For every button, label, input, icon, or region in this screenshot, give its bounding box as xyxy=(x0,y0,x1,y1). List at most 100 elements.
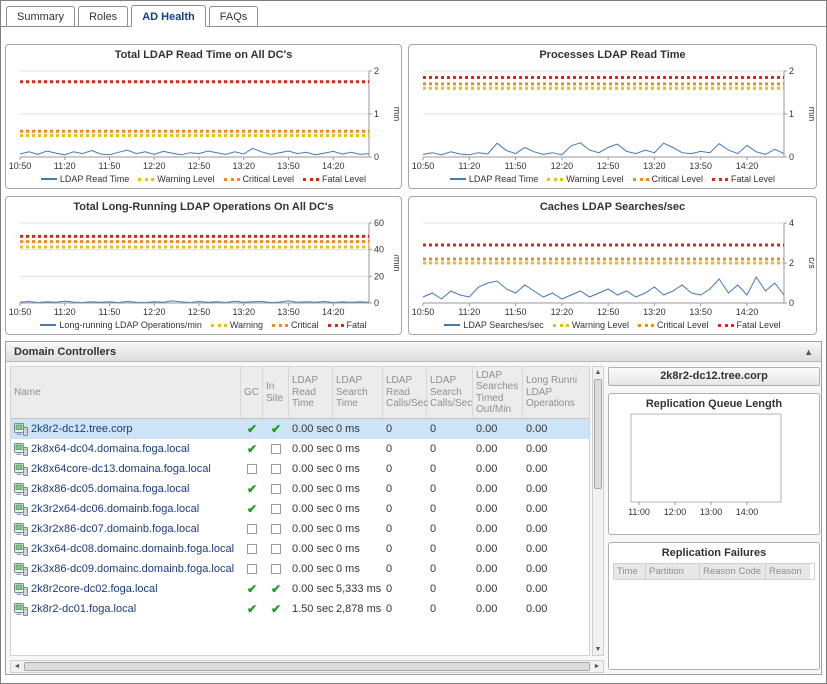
replication-failures-header-row: Time Partition Reason Code Reason xyxy=(613,563,815,580)
dc-name[interactable]: 2k3r2x86-dc07.domainb.foga.local xyxy=(31,523,200,535)
tab-ad-health[interactable]: AD Health xyxy=(131,5,206,27)
legend-label: Critical Level xyxy=(242,174,295,184)
column-header[interactable]: LDAP Search Time xyxy=(333,367,383,418)
replication-queue-title: Replication Queue Length xyxy=(645,398,783,410)
table-horizontal-scrollbar[interactable]: ◄ ► xyxy=(10,660,604,673)
tab-summary[interactable]: Summary xyxy=(6,6,76,27)
rf-column-header[interactable]: Reason Code xyxy=(699,564,765,579)
table-row[interactable]: 2k3r2x86-dc07.domainb.foga.local 0.00 sec… xyxy=(11,519,589,539)
cell-gc: ✔ xyxy=(241,443,263,455)
cell-gc xyxy=(241,464,263,474)
svg-text:10:50: 10:50 xyxy=(9,307,32,317)
cell-ldap_read_calls_sec: 0 xyxy=(386,583,393,595)
legend-item: Critical Level xyxy=(223,174,295,184)
column-header[interactable]: LDAP Read Time xyxy=(289,367,333,418)
table-row[interactable]: 2k8r2-dc12.tree.corp ✔ ✔ 0.00 sec 0 ms 0 0 0.00… xyxy=(11,419,589,439)
table-vertical-scrollbar[interactable]: ▲ ▼ xyxy=(592,366,604,656)
dc-name[interactable]: 2k3r2x64-dc06.domainb.foga.local xyxy=(31,503,200,515)
table-row[interactable]: 2k8r2-dc01.foga.local ✔ ✔ 1.50 sec 2,878 ms 0… xyxy=(11,599,589,619)
legend-swatch-icon xyxy=(552,323,569,327)
column-header[interactable]: In Site xyxy=(263,367,289,418)
horizontal-scrollbar-thumb[interactable] xyxy=(24,662,590,671)
table-row[interactable]: 2k8x64core-dc13.domaina.foga.local 0.00 s… xyxy=(11,459,589,479)
checkbox-empty-icon xyxy=(271,544,281,554)
cell-ldap_search_calls_sec: 0 xyxy=(430,443,437,455)
dc-name[interactable]: 2k8x64-dc04.domaina.foga.local xyxy=(31,443,190,455)
legend-item: Fatal Level xyxy=(717,320,781,330)
cell-gc: ✔ xyxy=(241,423,263,435)
table-header: Name GC In Site LDAP Read Time LDAP Search T… xyxy=(11,367,589,419)
rf-column-header[interactable]: Time xyxy=(613,564,645,579)
cell-in-site xyxy=(263,484,289,494)
table-row[interactable]: 2k8x86-dc05.domaina.foga.local ✔ 0.00 sec 0… xyxy=(11,479,589,499)
column-header[interactable]: Name xyxy=(11,367,241,418)
cell-in-site: ✔ xyxy=(263,423,289,435)
svg-text:10:50: 10:50 xyxy=(412,161,435,171)
cell-ldap_read_calls_sec: 0 xyxy=(386,543,393,555)
svg-text:2: 2 xyxy=(789,258,794,268)
svg-text:12:50: 12:50 xyxy=(188,161,211,171)
cell-ldap_search_calls_sec: 0 xyxy=(430,463,437,475)
table-row[interactable]: 2k8r2core-dc02.foga.local ✔ ✔ 0.00 sec 5,333… xyxy=(11,579,589,599)
panel-body: Name GC In Site LDAP Read Time LDAP Search T… xyxy=(6,362,821,674)
check-icon: ✔ xyxy=(270,603,282,615)
dc-icon xyxy=(14,602,28,616)
svg-text:0: 0 xyxy=(374,298,379,308)
dc-name[interactable]: 2k8r2-dc01.foga.local xyxy=(31,603,137,615)
scroll-right-icon[interactable]: ► xyxy=(593,663,601,670)
dc-icon xyxy=(14,522,28,536)
svg-text:c/s: c/s xyxy=(807,257,814,269)
cell-ldap_read_time: 0.00 sec xyxy=(292,443,333,455)
svg-text:11:50: 11:50 xyxy=(99,307,121,317)
column-header[interactable]: LDAP Searches Timed Out/Min xyxy=(473,367,523,418)
svg-text:14:20: 14:20 xyxy=(322,307,345,317)
cell-long_running_ldap_operations: 0.00 xyxy=(526,583,548,595)
cell-ldap_search_calls_sec: 0 xyxy=(430,423,437,435)
chart-legend: LDAP Searches/sec Warning Level Critical L… xyxy=(409,318,816,332)
rf-column-header[interactable]: Reason xyxy=(765,564,810,579)
cell-ldap_search_calls_sec: 0 xyxy=(430,503,437,515)
table-row[interactable]: 2k3r2x64-dc06.domainb.foga.local ✔ 0.00 se… xyxy=(11,499,589,519)
cell-ldap_search_calls_sec: 0 xyxy=(430,483,437,495)
check-icon: ✔ xyxy=(246,503,258,515)
scroll-left-icon[interactable]: ◄ xyxy=(13,663,21,670)
cell-ldap_read_calls_sec: 0 xyxy=(386,423,393,435)
column-header[interactable]: GC xyxy=(241,367,263,418)
domain-controllers-panel: Domain Controllers ▲ Name GC In Site LDAP R… xyxy=(5,341,822,675)
cell-ldap_searches_timed_out_min: 0.00 xyxy=(476,483,498,495)
legend-swatch-icon xyxy=(272,323,289,327)
rf-column-header[interactable]: Partition xyxy=(645,564,699,579)
cell-ldap_search_calls_sec: 0 xyxy=(430,543,437,555)
dc-name[interactable]: 2k3x86-dc09.domainc.domainb.foga.local xyxy=(31,563,235,575)
table-row[interactable]: 2k8x64-dc04.domaina.foga.local ✔ 0.00 sec 0… xyxy=(11,439,589,459)
scroll-up-icon[interactable]: ▲ xyxy=(594,369,602,376)
dc-name[interactable]: 2k8r2-dc12.tree.corp xyxy=(31,423,133,435)
tab-roles[interactable]: Roles xyxy=(78,6,129,27)
legend-label: Warning xyxy=(229,320,264,330)
selected-dc-title[interactable]: 2k8r2-dc12.tree.corp xyxy=(608,367,820,386)
chart-panel-0: Total LDAP Read Time on All DC's 0 1 2 min 10… xyxy=(5,44,402,189)
cell-ldap_searches_timed_out_min: 0.00 xyxy=(476,603,498,615)
cell-ldap_search_time: 0 ms xyxy=(336,543,360,555)
panel-title: Domain Controllers xyxy=(14,345,117,358)
dc-name[interactable]: 2k8r2core-dc02.foga.local xyxy=(31,583,158,595)
table-row[interactable]: 2k3x86-dc09.domainc.domainb.foga.local 0.… xyxy=(11,559,589,579)
dc-name[interactable]: 2k3x64-dc08.domainc.domainb.foga.local xyxy=(31,543,235,555)
vertical-scrollbar-thumb[interactable] xyxy=(594,379,602,489)
scroll-down-icon[interactable]: ▼ xyxy=(594,646,602,653)
collapse-panel-icon[interactable]: ▲ xyxy=(804,346,813,357)
svg-text:11:50: 11:50 xyxy=(99,161,121,171)
dc-icon xyxy=(14,462,28,476)
dc-name[interactable]: 2k8x64core-dc13.domaina.foga.local xyxy=(31,463,211,475)
column-header[interactable]: LDAP Read Calls/Sec xyxy=(383,367,428,418)
dc-name[interactable]: 2k8x86-dc05.domaina.foga.local xyxy=(31,483,190,495)
legend-label: LDAP Searches/sec xyxy=(463,320,544,330)
legend-label: Critical xyxy=(291,320,319,330)
tab-faqs[interactable]: FAQs xyxy=(208,6,259,27)
legend-label: Fatal Level xyxy=(322,174,367,184)
column-header[interactable]: Long Runni LDAP Operations xyxy=(523,367,589,418)
column-header[interactable]: LDAP Search Calls/Sec xyxy=(427,367,473,418)
table-row[interactable]: 2k3x64-dc08.domainc.domainb.foga.local 0.… xyxy=(11,539,589,559)
dc-icon xyxy=(14,422,28,436)
